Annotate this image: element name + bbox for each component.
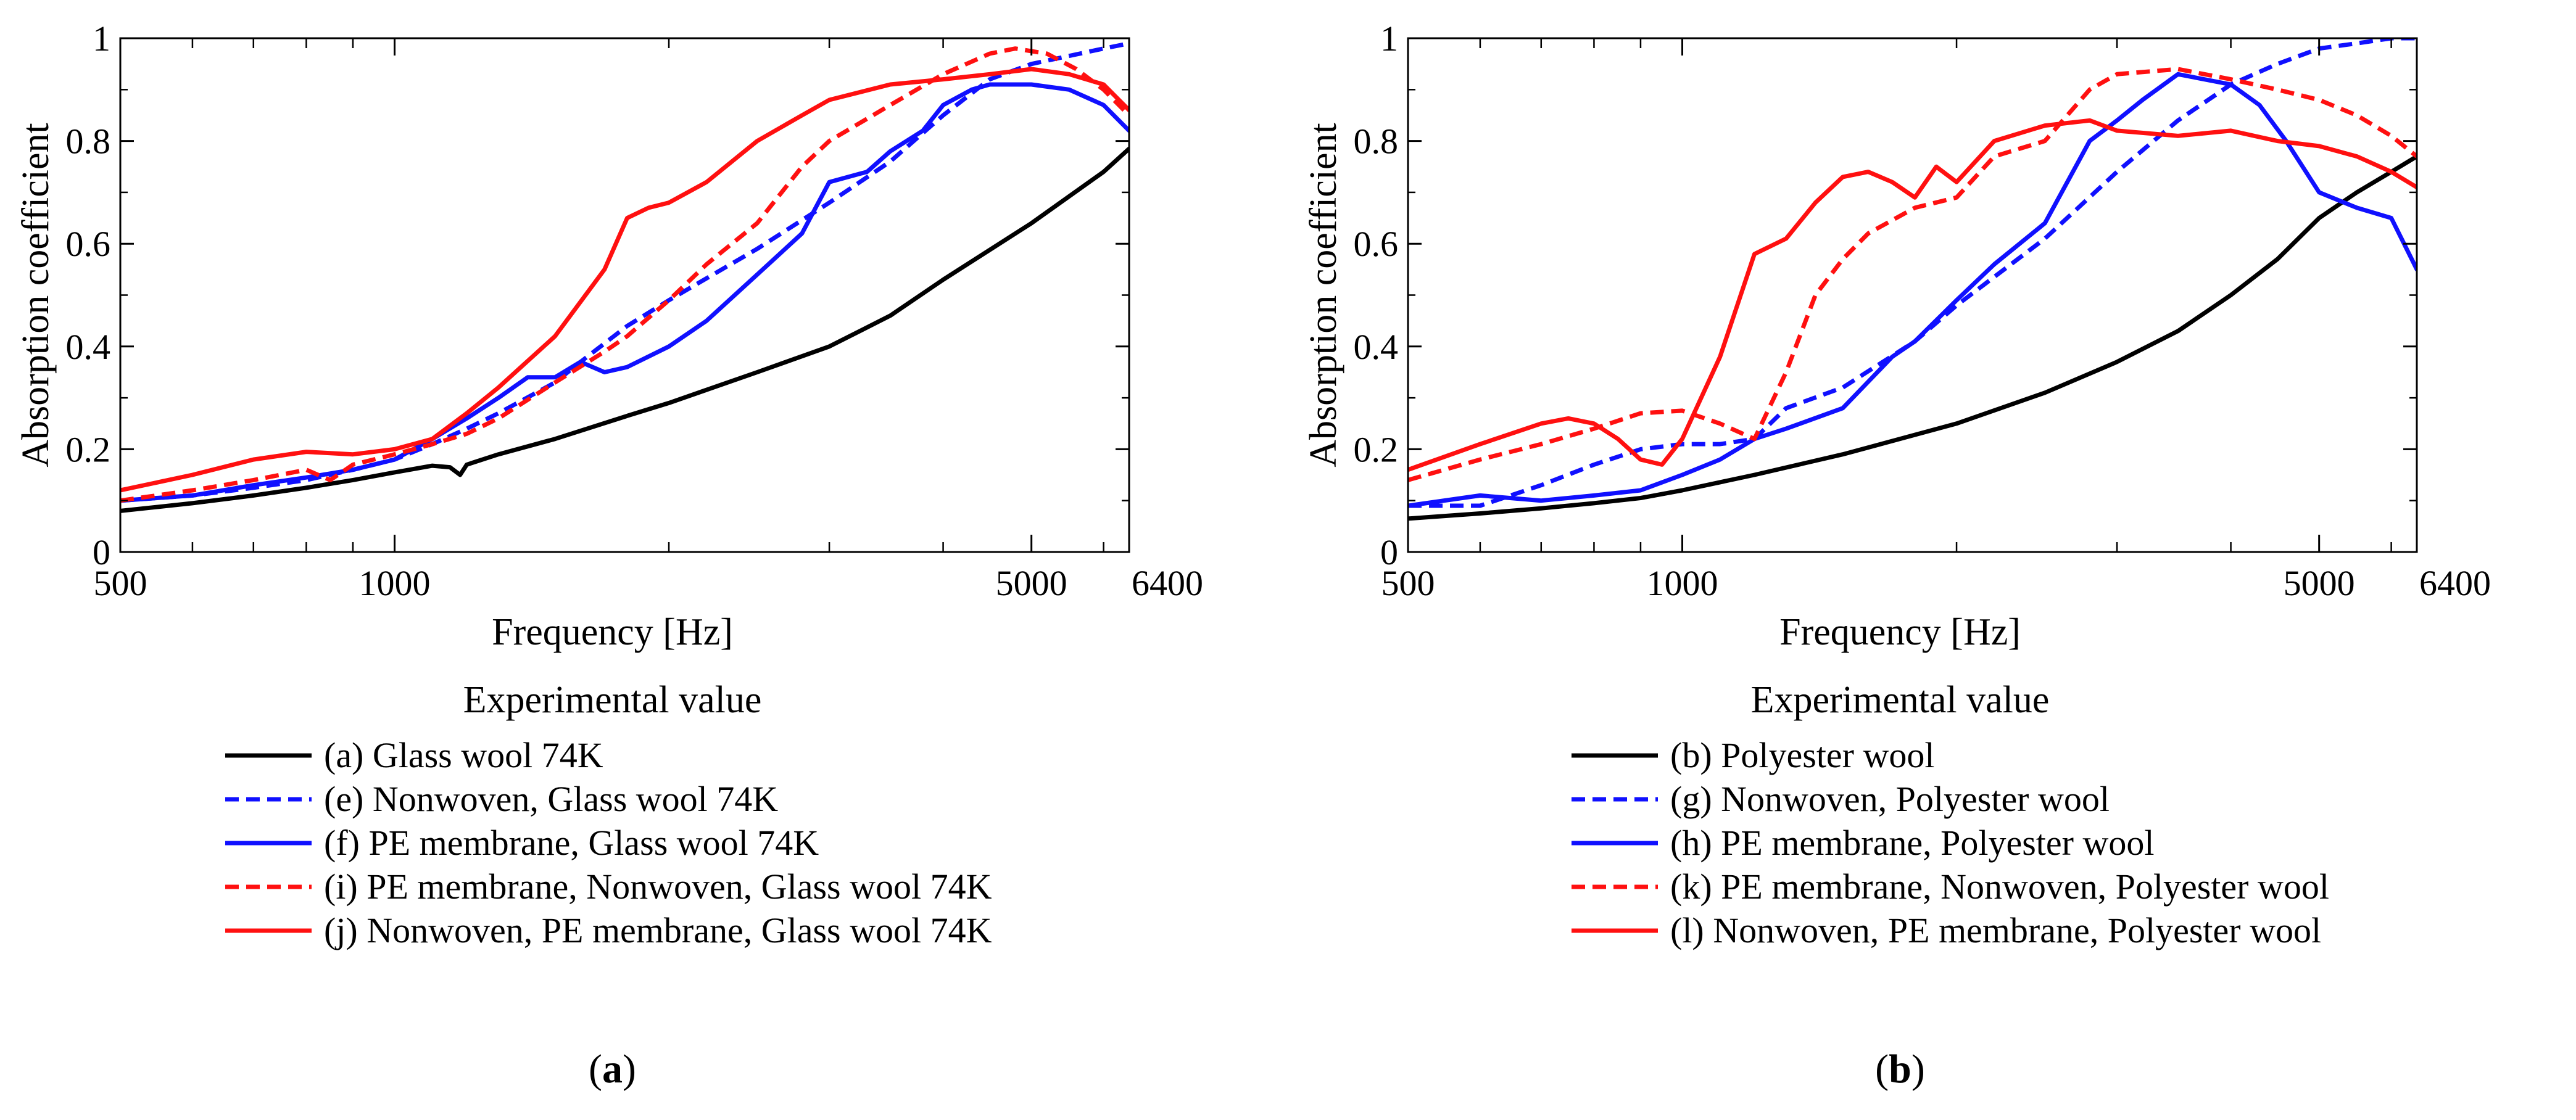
x-tick-label: 500 [1381, 563, 1435, 603]
x-tick-label: 6400 [2419, 563, 2491, 603]
legend-label-4: (j) Nonwoven, PE membrane, Glass wool 74… [324, 910, 992, 950]
legend-label-4: (l) Nonwoven, PE membrane, Polyester woo… [1670, 910, 2321, 950]
panel-label: (b) [1875, 1047, 1925, 1092]
legend-label-0: (a) Glass wool 74K [324, 735, 603, 775]
panel-label: (a) [589, 1047, 636, 1092]
panel-label-letter: b [1889, 1047, 1911, 1092]
y-tick-label: 0.4 [66, 327, 111, 367]
panel-label-close: ) [1911, 1047, 1925, 1092]
y-tick-label: 0 [1380, 532, 1398, 572]
x-axis-label: Frequency [Hz] [492, 611, 733, 653]
series-line-3 [1408, 67, 2417, 482]
x-tick-label: 5000 [996, 563, 1067, 603]
x-tick-label: 1000 [359, 563, 431, 603]
y-tick-label: 0.8 [66, 121, 111, 162]
series-line-0 [120, 146, 1129, 513]
legend-label-3: (k) PE membrane, Nonwoven, Polyester woo… [1670, 867, 2329, 907]
series-line-0 [1408, 154, 2417, 521]
x-tick-label: 5000 [2284, 563, 2355, 603]
series-line-4 [120, 67, 1129, 493]
y-tick-label: 1 [1380, 19, 1398, 59]
series-line-3 [120, 46, 1129, 503]
chart-b-svg: 500 1000 5000 6400 0 0.2 0.4 0.6 0.8 1 Frequency [… [1302, 19, 2491, 1092]
series-line-1 [120, 41, 1129, 503]
y-axis-label: Absorption coefficient [1302, 123, 1344, 467]
series-line-2 [120, 82, 1129, 503]
legend-title: Experimental value [463, 679, 762, 721]
panel-label-close: ) [623, 1047, 636, 1092]
legend-label-1: (g) Nonwoven, Polyester wool [1670, 779, 2110, 819]
x-axis-label: Frequency [Hz] [1779, 611, 2021, 653]
legend-label-0: (b) Polyester wool [1670, 735, 1935, 775]
y-tick-label: 0.4 [1354, 327, 1399, 367]
legend-label-2: (f) PE membrane, Glass wool 74K [324, 823, 819, 863]
y-tick-label: 0 [93, 532, 110, 572]
legend-label-3: (i) PE membrane, Nonwoven, Glass wool 74… [324, 867, 992, 907]
y-tick-label: 1 [93, 19, 110, 59]
panel-label-letter: a [602, 1047, 623, 1092]
x-tick-label: 1000 [1647, 563, 1718, 603]
series-group [1408, 38, 2417, 521]
series-line-4 [1408, 118, 2417, 472]
y-tick-label: 0.2 [1354, 429, 1399, 469]
y-tick-label: 0.8 [1354, 121, 1399, 162]
y-tick-label: 0.6 [66, 224, 111, 264]
panel-label-open: ( [1875, 1047, 1889, 1092]
y-tick-label: 0.6 [1354, 224, 1399, 264]
x-tick-label: 500 [94, 563, 147, 603]
series-group [120, 41, 1129, 513]
chart-a-svg: 500 1000 5000 6400 0 0.2 0.4 0.6 0.8 1 Frequency [… [15, 19, 1203, 1092]
series-line-2 [1408, 72, 2417, 508]
legend-label-1: (e) Nonwoven, Glass wool 74K [324, 779, 778, 819]
panel-label-open: ( [589, 1047, 602, 1092]
legend-label-2: (h) PE membrane, Polyester wool [1670, 823, 2154, 863]
y-axis-label: Absorption coefficient [15, 123, 57, 467]
legend-title: Experimental value [1751, 679, 2050, 721]
x-tick-label: 6400 [1132, 563, 1203, 603]
y-tick-label: 0.2 [66, 429, 111, 469]
panel-a: 500 1000 5000 6400 0 0.2 0.4 0.6 0.8 1 Frequency [… [0, 0, 1288, 1117]
panel-b: 500 1000 5000 6400 0 0.2 0.4 0.6 0.8 1 Frequency [… [1288, 0, 2575, 1117]
